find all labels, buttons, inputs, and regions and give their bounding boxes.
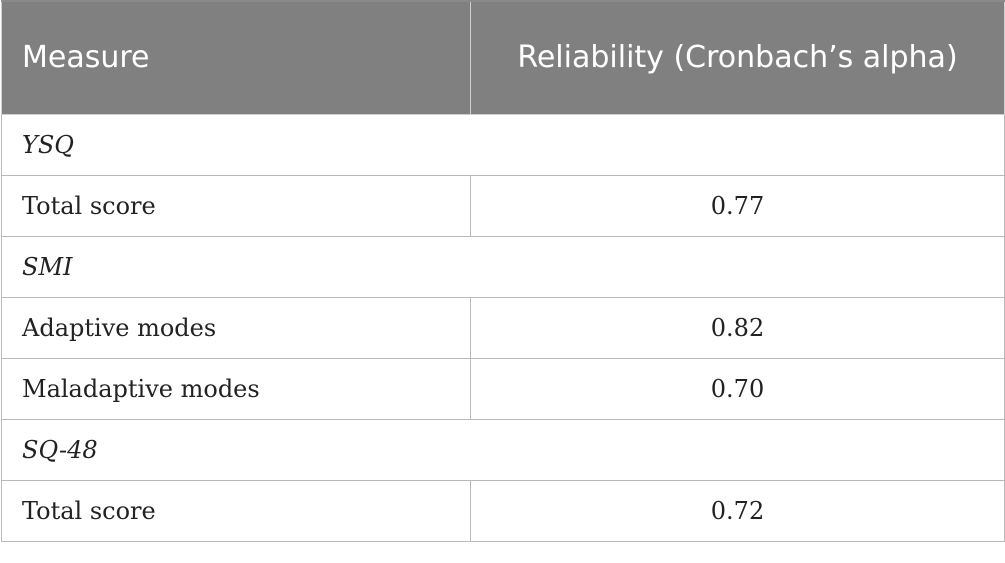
reliability-table-container: Measure Reliability (Cronbach’s alpha) Y… [1, 0, 1005, 542]
measure-label: Total score [1, 175, 471, 237]
table-header: Measure Reliability (Cronbach’s alpha) [1, 0, 1005, 115]
section-row-sq48: SQ-48 [1, 419, 1005, 481]
section-label: SQ-48 [1, 419, 1005, 481]
section-row-ysq: YSQ [1, 114, 1005, 176]
table-row: Maladaptive modes 0.70 [1, 358, 1005, 420]
reliability-value: 0.70 [470, 358, 1005, 420]
reliability-value: 0.82 [470, 297, 1005, 359]
section-label: SMI [1, 236, 1005, 298]
reliability-table: Measure Reliability (Cronbach’s alpha) Y… [1, 0, 1005, 542]
table-row: Total score 0.77 [1, 175, 1005, 237]
table-body: YSQ Total score 0.77 SMI Adaptive modes … [1, 114, 1005, 542]
reliability-value: 0.72 [470, 480, 1005, 542]
header-measure: Measure [1, 0, 471, 115]
table-row: Total score 0.72 [1, 480, 1005, 542]
measure-label: Adaptive modes [1, 297, 471, 359]
measure-label: Total score [1, 480, 471, 542]
header-row: Measure Reliability (Cronbach’s alpha) [1, 0, 1005, 115]
section-row-smi: SMI [1, 236, 1005, 298]
table-row: Adaptive modes 0.82 [1, 297, 1005, 359]
header-reliability: Reliability (Cronbach’s alpha) [470, 0, 1005, 115]
measure-label: Maladaptive modes [1, 358, 471, 420]
reliability-value: 0.77 [470, 175, 1005, 237]
section-label: YSQ [1, 114, 1005, 176]
